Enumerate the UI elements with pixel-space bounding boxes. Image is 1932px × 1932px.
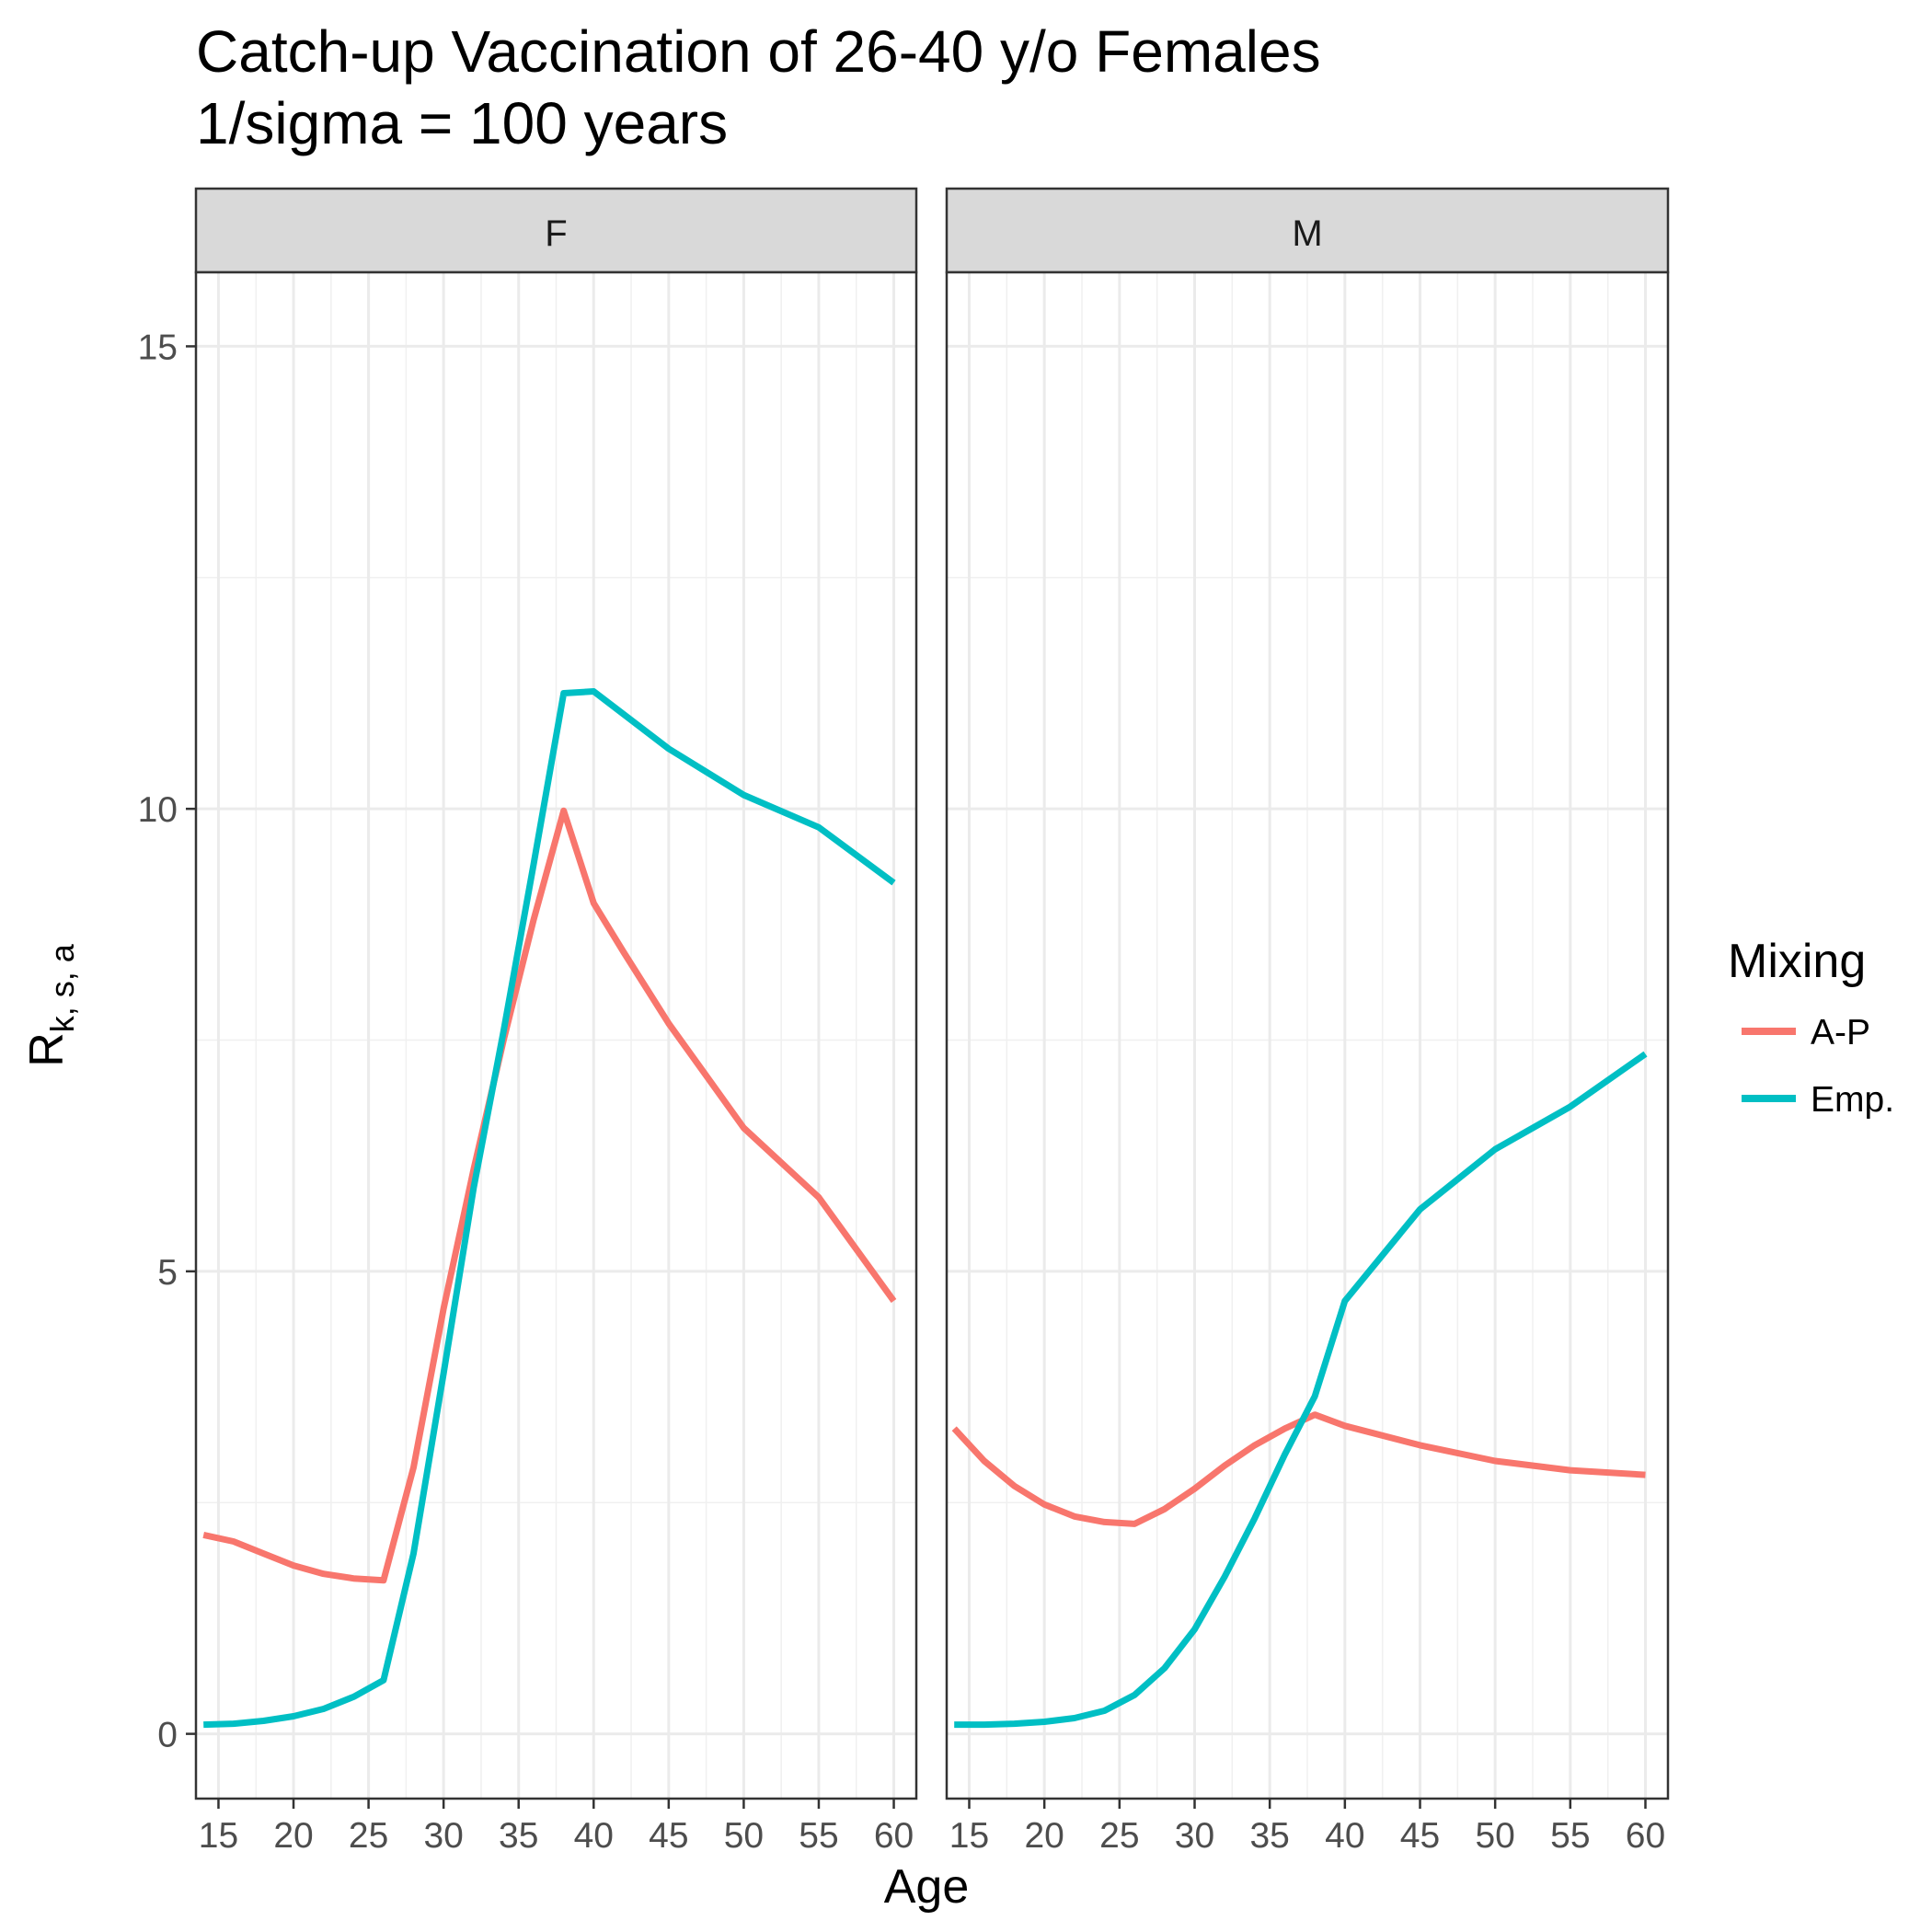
x-tick-label: 40 (574, 1816, 614, 1856)
x-tick-label: 15 (199, 1816, 238, 1856)
legend-label: A-P (1811, 1013, 1870, 1052)
x-tick-label: 60 (1626, 1816, 1665, 1856)
x-tick-label: 35 (499, 1816, 538, 1856)
y-tick-label: 0 (157, 1716, 178, 1755)
x-tick-label: 35 (1249, 1816, 1289, 1856)
facet-strip (945, 187, 1670, 274)
x-tick-label: 30 (1175, 1816, 1214, 1856)
legend-item-emp: Emp. (1742, 1080, 1894, 1120)
gridlines (196, 272, 916, 1799)
legend-item-ap: A-P (1742, 1013, 1870, 1052)
y-tick-label: 10 (138, 790, 178, 830)
facet-strip (194, 187, 918, 274)
series-line-emp (954, 1051, 1648, 1729)
x-tick-label: 45 (1400, 1816, 1440, 1856)
facet-panel-f: F 15 20 25 30 35 40 45 50 55 60 0 5 10 15 (138, 187, 918, 1856)
legend: Mixing A-P Emp. (1728, 935, 1894, 1120)
y-tick-label: 15 (138, 328, 178, 367)
legend-title: Mixing (1728, 935, 1866, 988)
x-tick-label: 25 (1099, 1816, 1139, 1856)
x-tick-label: 30 (423, 1816, 463, 1856)
panel-border (945, 270, 1670, 1800)
x-tick-label: 55 (799, 1816, 838, 1856)
chart-subtitle: 1/sigma = 100 years (196, 90, 728, 156)
facet-panel-m: M 15 20 25 30 35 40 45 50 55 60 (945, 187, 1670, 1856)
x-axis-title: Age (884, 1860, 970, 1914)
x-tick-label: 50 (1475, 1816, 1514, 1856)
facet-strip-label: F (545, 213, 567, 254)
x-tick-label: 15 (949, 1816, 989, 1856)
x-tick-label: 55 (1550, 1816, 1590, 1856)
chart-title: Catch-up Vaccination of 26-40 y/o Female… (196, 18, 1321, 85)
x-tick-label: 50 (724, 1816, 764, 1856)
x-tick-label: 40 (1325, 1816, 1364, 1856)
y-axis-title-subscript: k, s, a (43, 943, 81, 1032)
gridlines (947, 272, 1668, 1799)
x-tick-label: 60 (874, 1816, 914, 1856)
x-tick-label: 20 (1024, 1816, 1064, 1856)
y-axis-title: Rk, s, a (20, 943, 81, 1067)
y-tick-label: 5 (157, 1253, 178, 1293)
facet-strip-label: M (1292, 213, 1322, 254)
x-tick-label: 20 (273, 1816, 313, 1856)
x-tick-label: 25 (349, 1816, 388, 1856)
panel-border (194, 270, 918, 1800)
series-line-emp (203, 688, 896, 1729)
facet-panels: F 15 20 25 30 35 40 45 50 55 60 0 5 10 15 M 15 20 25 30 35 40… (138, 187, 1670, 1856)
series-line-ap (202, 807, 897, 1584)
series-line-ap (951, 1411, 1646, 1527)
legend-label: Emp. (1811, 1080, 1894, 1120)
x-tick-label: 45 (649, 1816, 688, 1856)
y-axis-title-main: R (20, 1032, 74, 1067)
